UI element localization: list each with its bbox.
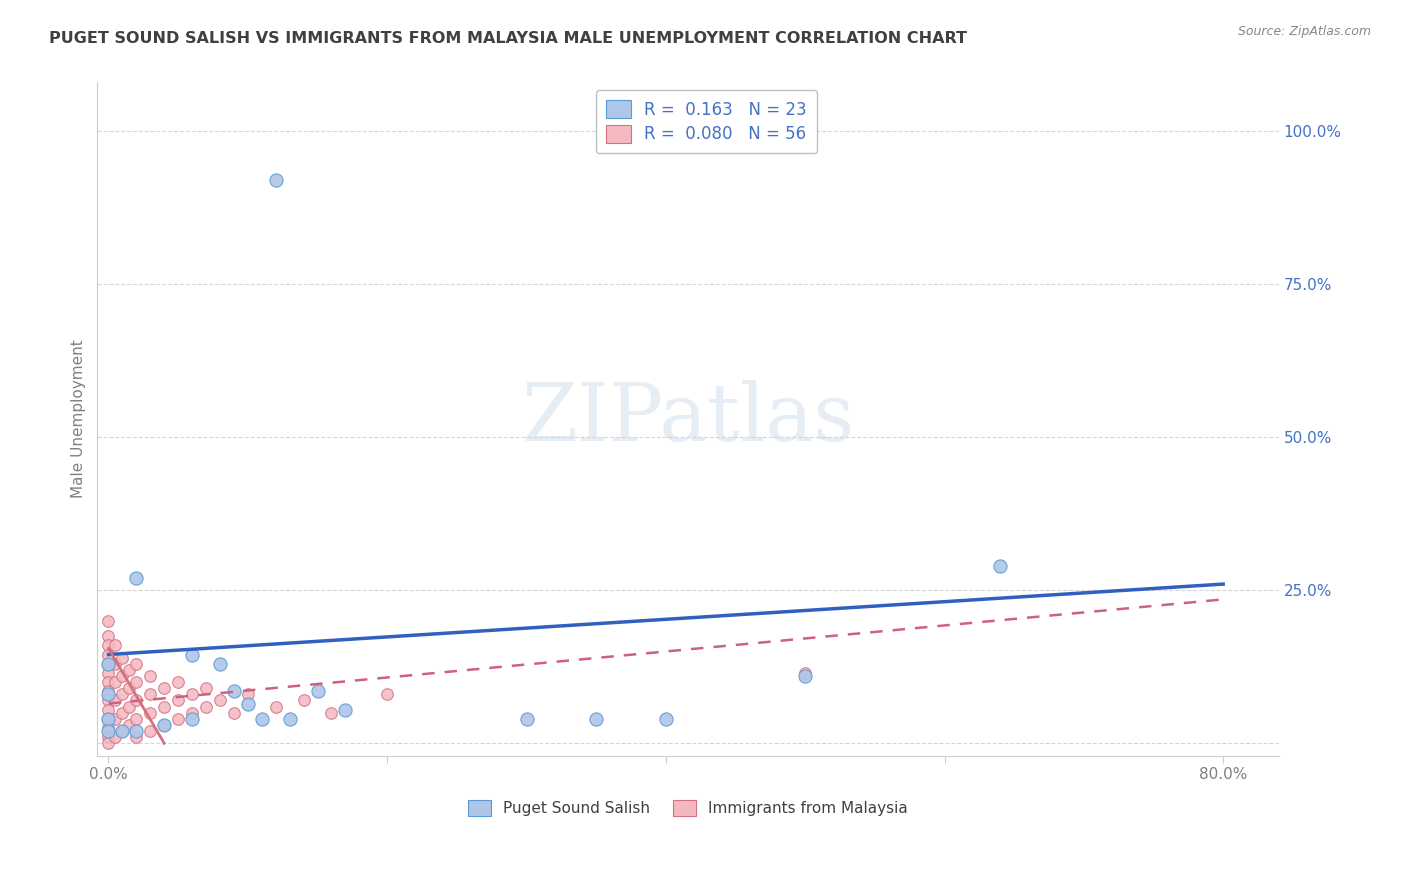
Point [139, 669, 162, 683]
Point [794, 665, 817, 680]
Point [104, 675, 127, 690]
Point [655, 712, 678, 726]
Point [118, 718, 141, 732]
Legend: Puget Sound Salish, Immigrants from Malaysia: Puget Sound Salish, Immigrants from Mala… [463, 794, 914, 822]
Point [97, 687, 120, 701]
Point [125, 657, 148, 671]
Point [585, 712, 607, 726]
Point [139, 687, 162, 701]
Point [111, 650, 134, 665]
Point [181, 648, 204, 662]
Point [208, 693, 231, 707]
Point [118, 663, 141, 677]
Text: PUGET SOUND SALISH VS IMMIGRANTS FROM MALAYSIA MALE UNEMPLOYMENT CORRELATION CHA: PUGET SOUND SALISH VS IMMIGRANTS FROM MA… [49, 31, 967, 46]
Point [515, 712, 537, 726]
Point [104, 712, 127, 726]
Point [292, 693, 315, 707]
Point [97, 693, 120, 707]
Text: Source: ZipAtlas.com: Source: ZipAtlas.com [1237, 25, 1371, 38]
Point [97, 712, 120, 726]
Point [97, 665, 120, 680]
Point [167, 675, 190, 690]
Point [250, 712, 273, 726]
Point [195, 699, 218, 714]
Point [222, 684, 245, 698]
Point [236, 697, 259, 711]
Point [111, 706, 134, 720]
Point [236, 687, 259, 701]
Point [153, 699, 176, 714]
Point [97, 657, 120, 671]
Point [208, 657, 231, 671]
Point [988, 558, 1011, 573]
Point [97, 721, 120, 735]
Point [97, 614, 120, 628]
Point [264, 699, 287, 714]
Point [97, 724, 120, 739]
Point [307, 684, 329, 698]
Point [118, 681, 141, 696]
Point [321, 706, 343, 720]
Point [97, 712, 120, 726]
Point [139, 706, 162, 720]
Point [264, 173, 287, 187]
Point [125, 712, 148, 726]
Point [104, 638, 127, 652]
Point [139, 724, 162, 739]
Point [181, 687, 204, 701]
Point [125, 571, 148, 585]
Point [794, 669, 817, 683]
Point [222, 706, 245, 720]
Point [97, 730, 120, 744]
Point [111, 669, 134, 683]
Point [195, 681, 218, 696]
Point [125, 730, 148, 744]
Point [335, 703, 357, 717]
Point [125, 675, 148, 690]
Point [167, 693, 190, 707]
Point [111, 724, 134, 739]
Point [97, 648, 120, 662]
Text: ZIPatlas: ZIPatlas [522, 380, 855, 458]
Point [181, 712, 204, 726]
Point [104, 657, 127, 671]
Point [375, 687, 398, 701]
Point [104, 730, 127, 744]
Point [153, 718, 176, 732]
Point [97, 684, 120, 698]
Point [104, 693, 127, 707]
Point [167, 712, 190, 726]
Point [111, 724, 134, 739]
Point [97, 657, 120, 671]
Point [153, 718, 176, 732]
Point [111, 687, 134, 701]
Point [97, 736, 120, 750]
Point [125, 693, 148, 707]
Point [97, 638, 120, 652]
Y-axis label: Male Unemployment: Male Unemployment [72, 339, 86, 498]
Point [97, 629, 120, 643]
Point [181, 706, 204, 720]
Point [125, 724, 148, 739]
Point [118, 699, 141, 714]
Point [278, 712, 301, 726]
Point [153, 681, 176, 696]
Point [97, 703, 120, 717]
Point [97, 675, 120, 690]
